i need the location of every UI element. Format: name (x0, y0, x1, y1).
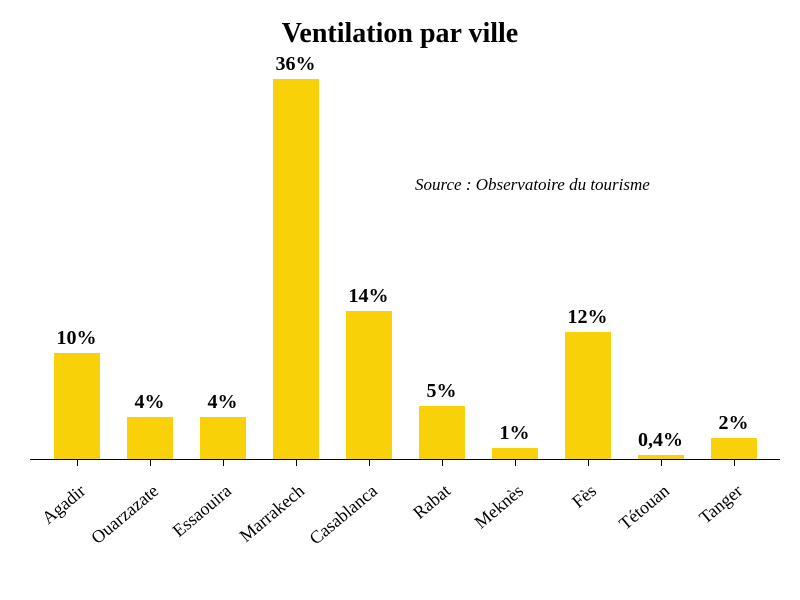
bar (54, 353, 100, 459)
bar-value-label: 1% (478, 422, 551, 445)
x-axis-labels: AgadirOuarzazateEssaouiraMarrakechCasabl… (40, 460, 770, 590)
chart-title: Ventilation par ville (0, 18, 800, 50)
bar (346, 311, 392, 459)
chart-container: Ventilation par ville Source : Observato… (0, 0, 800, 600)
bar-value-label: 5% (405, 380, 478, 403)
bar (200, 417, 246, 459)
bar (273, 79, 319, 459)
plot-area: 10%4%4%36%14%5%1%12%0,4%2% (40, 80, 770, 460)
bar-value-label: 2% (697, 412, 770, 435)
bar (419, 406, 465, 459)
bar-value-label: 10% (40, 327, 113, 350)
bar-value-label: 4% (113, 391, 186, 414)
bar-value-label: 36% (259, 53, 332, 76)
bar (565, 332, 611, 459)
bar (711, 438, 757, 459)
bar-value-label: 12% (551, 306, 624, 329)
bar-value-label: 0,4% (624, 429, 697, 452)
bar (638, 455, 684, 459)
bar-value-label: 4% (186, 391, 259, 414)
bar (127, 417, 173, 459)
bar-value-label: 14% (332, 285, 405, 308)
bar (492, 448, 538, 459)
